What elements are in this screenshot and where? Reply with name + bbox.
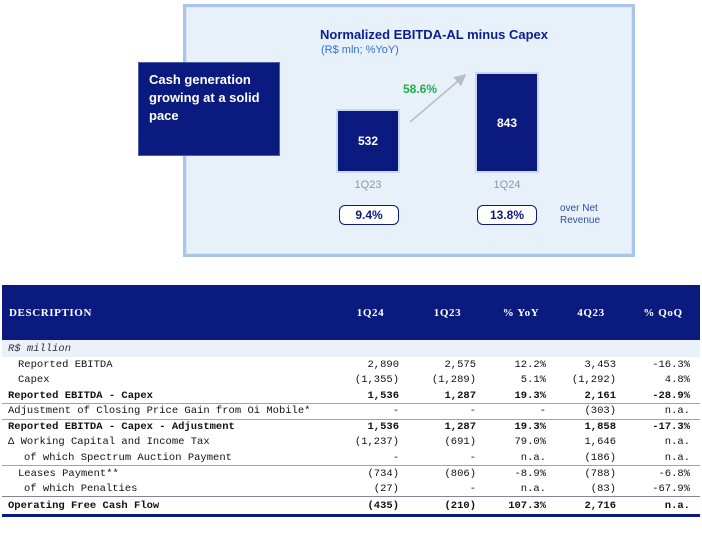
row-label: Leases Payment**: [2, 465, 332, 481]
cell-value: (27): [373, 482, 399, 495]
cell-value: -17.3%: [626, 418, 700, 435]
cell-value: (1,292): [571, 374, 616, 387]
cell-value: 4.8%: [664, 374, 690, 387]
cell-value: 1,536: [332, 418, 409, 435]
table-row: Operating Free Cash Flow (435) (210) 107.3%…: [2, 496, 700, 517]
cell-value: 2,161: [584, 389, 616, 402]
bar-1q23: 532: [336, 109, 400, 173]
cell-value: 19.3%: [514, 389, 546, 402]
chart-title: Normalized EBITDA-AL minus Capex: [320, 27, 549, 42]
col-header-qoq: % QoQ: [643, 306, 683, 319]
row-label: Capex: [18, 374, 50, 387]
cell-value: -28.9%: [652, 389, 690, 402]
row-label: Reported EBITDA - Capex: [8, 389, 153, 402]
row-label: Δ Working Capital and Income Tax: [8, 436, 210, 449]
cell-value: (806): [409, 465, 486, 481]
cell-value: -: [392, 451, 399, 464]
col-header-1q24: 1Q24: [356, 306, 385, 319]
cell-value: n.a.: [626, 403, 700, 419]
cell-value: (435): [332, 496, 409, 517]
cell-value: -67.9%: [652, 482, 690, 495]
cell-value: 1,536: [367, 389, 399, 402]
row-label: Adjustment of Closing Price Gain from Oi…: [2, 403, 332, 419]
row-label: of which Spectrum Auction Payment: [24, 451, 232, 464]
cell-value: (83): [590, 482, 616, 495]
col-header-description: DESCRIPTION: [9, 306, 93, 319]
cell-value: (1,355): [354, 374, 399, 387]
table-header-row: DESCRIPTION 1Q24 1Q23 % YoY 4Q23 % QoQ: [2, 285, 700, 340]
cell-value: (1,237): [354, 436, 399, 449]
table-row: Reported EBITDA - Capex - Adjustment 1,53…: [2, 418, 700, 435]
margin-badge-1q23: 9.4%: [339, 205, 399, 225]
cell-value: 12.2%: [514, 358, 546, 371]
cell-value: -: [469, 451, 476, 464]
cell-value: n.a.: [664, 436, 690, 449]
bar-1q24: 843: [475, 72, 539, 173]
table-row: Δ Working Capital and Income Tax (1,237) (…: [2, 435, 700, 451]
cell-value: 1,646: [584, 436, 616, 449]
growth-label: 58.6%: [403, 82, 438, 96]
cell-value: (210): [409, 496, 486, 517]
cell-value: 79.0%: [514, 436, 546, 449]
cell-value: (734): [332, 465, 409, 481]
cell-value: (788): [556, 465, 626, 481]
cell-value: -: [409, 403, 486, 419]
cash-flow-table: DESCRIPTION 1Q24 1Q23 % YoY 4Q23 % QoQ R…: [2, 285, 700, 517]
cell-value: -: [332, 403, 409, 419]
table-row: Leases Payment** (734) (806) -8.9% (788) -6.8…: [2, 465, 700, 481]
row-label: Operating Free Cash Flow: [2, 496, 332, 517]
cell-value: (691): [444, 436, 476, 449]
margin-note: over Net Revenue: [560, 203, 601, 226]
x-label-1q24: 1Q24: [493, 179, 521, 191]
margin-badge-1q24: 13.8%: [477, 205, 537, 225]
cell-value: 107.3%: [486, 496, 556, 517]
cell-value: 2,716: [556, 496, 626, 517]
unit-label: R$ million: [2, 340, 700, 357]
cell-value: n.a.: [664, 451, 690, 464]
cell-value: 5.1%: [520, 374, 546, 387]
cell-value: 19.3%: [486, 418, 556, 435]
cell-value: 2,890: [367, 358, 399, 371]
row-label: Reported EBITDA - Capex - Adjustment: [2, 418, 332, 435]
chart-subtitle: (R$ mln; %YoY): [321, 44, 399, 56]
table-row: Reported EBITDA - Capex 1,536 1,287 19.3% 2,…: [2, 388, 700, 404]
cell-value: 1,858: [556, 418, 626, 435]
cell-value: (303): [556, 403, 626, 419]
col-header-yoy: % YoY: [502, 306, 540, 319]
col-header-1q23: 1Q23: [433, 306, 462, 319]
cell-value: 3,453: [584, 358, 616, 371]
table-row: of which Penalties (27) - n.a. (83) -67.9%: [2, 481, 700, 497]
cell-value: -: [486, 403, 556, 419]
cell-value: n.a.: [520, 482, 546, 495]
cell-value: n.a.: [520, 451, 546, 464]
cell-value: -8.9%: [486, 465, 556, 481]
cell-value: -6.8%: [626, 465, 700, 481]
cell-value: 1,287: [409, 418, 486, 435]
x-label-1q23: 1Q23: [354, 179, 382, 191]
row-label: of which Penalties: [24, 482, 138, 495]
cell-value: n.a.: [626, 496, 700, 517]
table-row: Capex (1,355) (1,289) 5.1% (1,292) 4.8%: [2, 373, 700, 389]
row-label: Reported EBITDA: [18, 358, 113, 371]
unit-row: R$ million: [2, 340, 700, 357]
table-row: Reported EBITDA 2,890 2,575 12.2% 3,453 -16.3…: [2, 357, 700, 373]
cell-value: (186): [584, 451, 616, 464]
col-header-4q23: 4Q23: [577, 306, 605, 319]
cell-value: 1,287: [444, 389, 476, 402]
table-row: of which Spectrum Auction Payment - - n.a. (…: [2, 450, 700, 466]
cell-value: -16.3%: [652, 358, 690, 371]
cell-value: -: [469, 482, 476, 495]
callout-box: Cash generation growing at a solid pace: [138, 62, 280, 156]
cell-value: 2,575: [444, 358, 476, 371]
cell-value: (1,289): [431, 374, 476, 387]
table-row: Adjustment of Closing Price Gain from Oi…: [2, 403, 700, 419]
